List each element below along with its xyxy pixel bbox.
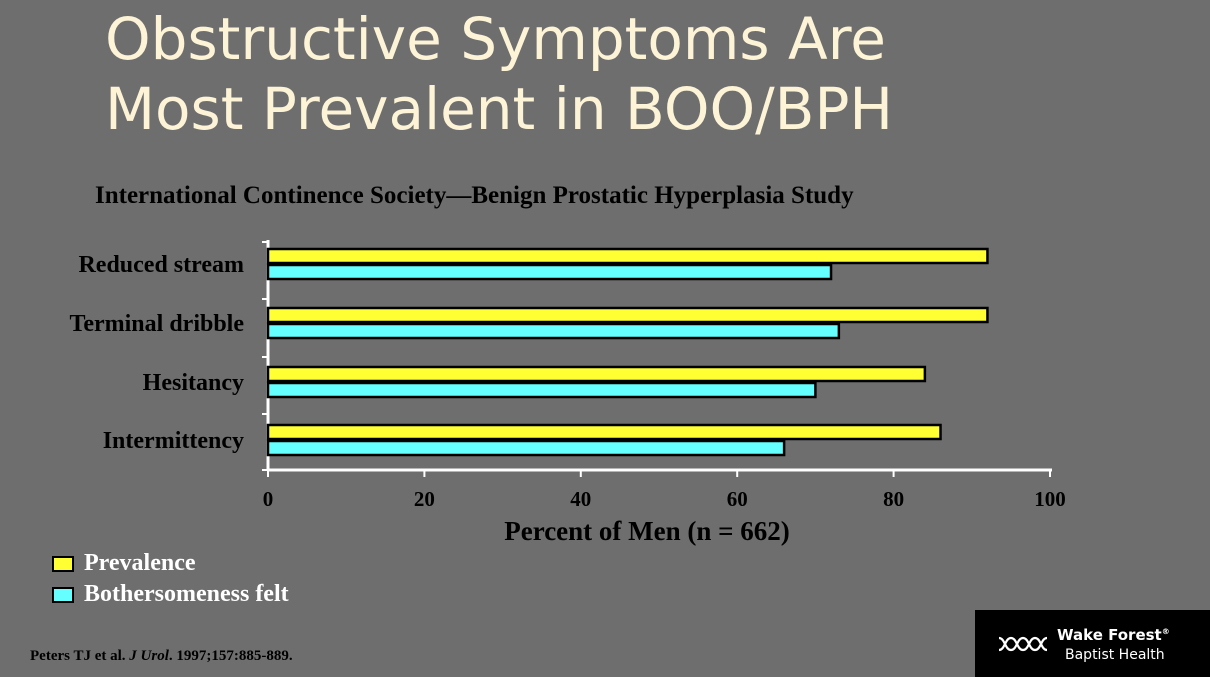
category-label-3: Intermittency: [103, 428, 244, 454]
category-label-2: Hesitancy: [143, 370, 244, 396]
legend-item-bothersomeness: Bothersomeness felt: [52, 579, 289, 610]
x-tick-label-60: 60: [727, 487, 748, 511]
slide-title: Obstructive Symptoms Are Most Prevalent …: [105, 4, 893, 144]
wave-logo-icon: [998, 636, 1048, 651]
x-tick-label-0: 0: [263, 487, 274, 511]
legend: Prevalence Bothersomeness felt: [52, 548, 289, 610]
bar-prevalence-0: [266, 247, 989, 265]
citation-authors: Peters TJ et al.: [30, 648, 130, 664]
x-axis-label: Percent of Men (n = 662): [504, 516, 790, 546]
citation-journal: J Urol: [129, 648, 169, 664]
citation: Peters TJ et al. J Urol. 1997;157:885-88…: [30, 648, 293, 665]
bar-bothersomeness-0: [266, 263, 833, 281]
logo-text: Wake Forest® Baptist Health: [1057, 622, 1170, 665]
bar-bothersomeness-1: [266, 322, 841, 340]
bar-prevalence-3: [266, 423, 942, 441]
bar-bothersomeness-3: [266, 439, 786, 457]
bar-prevalence-1: [266, 306, 989, 324]
legend-swatch-prevalence: [52, 555, 74, 572]
x-tick-label-40: 40: [570, 487, 591, 511]
citation-details: . 1997;157:885-889.: [168, 648, 293, 664]
logo-registered-mark: ®: [1161, 627, 1170, 636]
category-label-1: Terminal dribble: [70, 311, 245, 337]
bar-chart: 0 20 40 60 80 100 Reduced stream Terminal dribb…: [70, 240, 1066, 546]
x-tick-label-20: 20: [414, 487, 435, 511]
x-tick-label-100: 100: [1034, 487, 1066, 511]
wake-forest-logo: Wake Forest® Baptist Health: [975, 610, 1210, 677]
chart-title: International Continence Society—Benign …: [95, 182, 854, 209]
legend-label-bothersomeness: Bothersomeness felt: [84, 581, 289, 607]
slide-title-line2: Most Prevalent in BOO/BPH: [105, 75, 894, 143]
slide-title-line1: Obstructive Symptoms Are: [105, 5, 886, 73]
legend-item-prevalence: Prevalence: [52, 548, 289, 579]
legend-label-prevalence: Prevalence: [84, 550, 196, 576]
legend-swatch-bothersomeness: [52, 586, 74, 603]
x-tick-label-80: 80: [883, 487, 904, 511]
bar-prevalence-2: [266, 365, 927, 383]
bar-bothersomeness-2: [266, 381, 817, 399]
category-label-0: Reduced stream: [78, 252, 244, 278]
logo-name: Wake Forest: [1057, 626, 1162, 644]
logo-subtitle: Baptist Health: [1065, 647, 1165, 663]
